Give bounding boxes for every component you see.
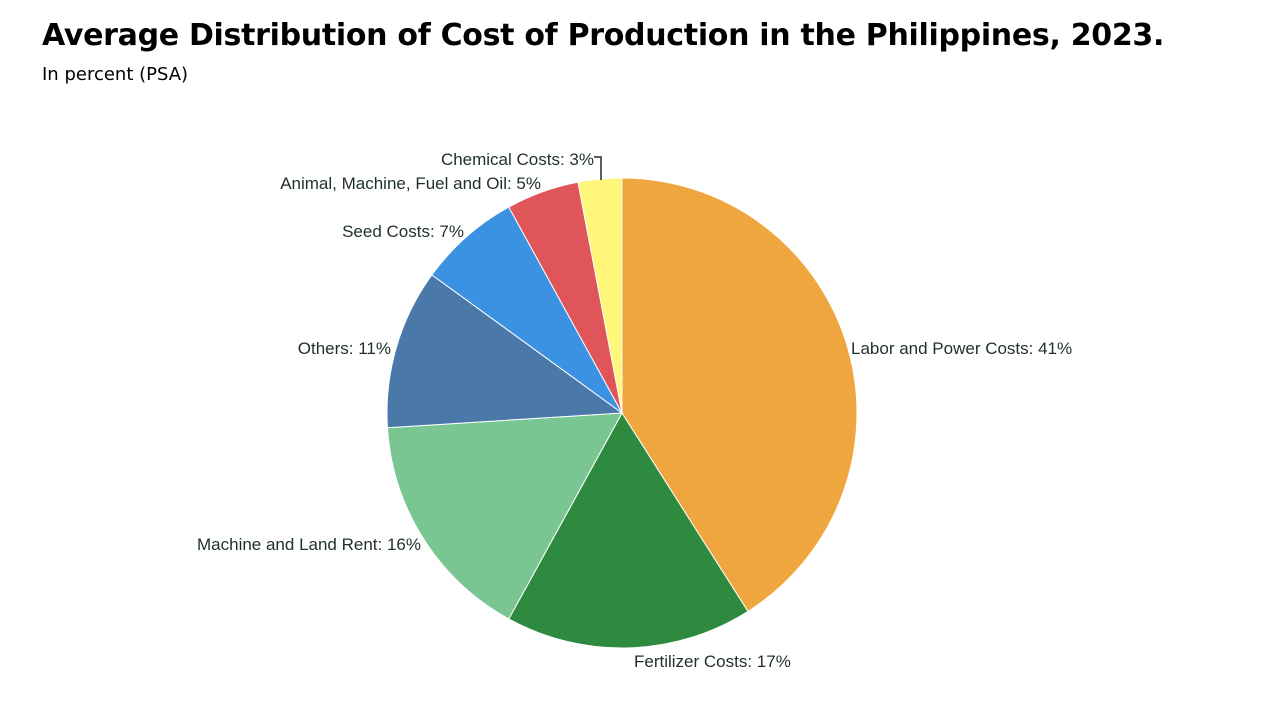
slice-labels: Labor and Power Costs: 41% Fertilizer Cos… (197, 150, 1072, 671)
page-title: Average Distribution of Cost of Producti… (42, 18, 1165, 53)
pie-slice-labor-and-power-costs (621, 177, 858, 613)
slice-label: Fertilizer Costs: 17% (634, 652, 791, 671)
chemical-costs-leader-line (594, 156, 602, 180)
pie-slice-machine-and-land-rent (386, 412, 623, 620)
page-subtitle: In percent (PSA) (42, 64, 189, 85)
leader-lines (594, 156, 602, 180)
slice-label: Labor and Power Costs: 41% (851, 339, 1072, 358)
pie-slice-fertilizer-costs (508, 412, 749, 649)
slice-label: Others: 11% (298, 339, 391, 358)
slice-label: Machine and Land Rent: 16% (197, 535, 421, 554)
pie-slice-seed-costs (431, 206, 623, 414)
slice-label: Chemical Costs: 3% (441, 150, 594, 169)
pie-slice-chemical-costs (577, 177, 623, 414)
pie-slice-others (386, 274, 624, 429)
slice-label: Animal, Machine, Fuel and Oil: 5% (280, 174, 541, 193)
pie-slices (386, 177, 858, 649)
slice-label: Seed Costs: 7% (342, 222, 464, 241)
